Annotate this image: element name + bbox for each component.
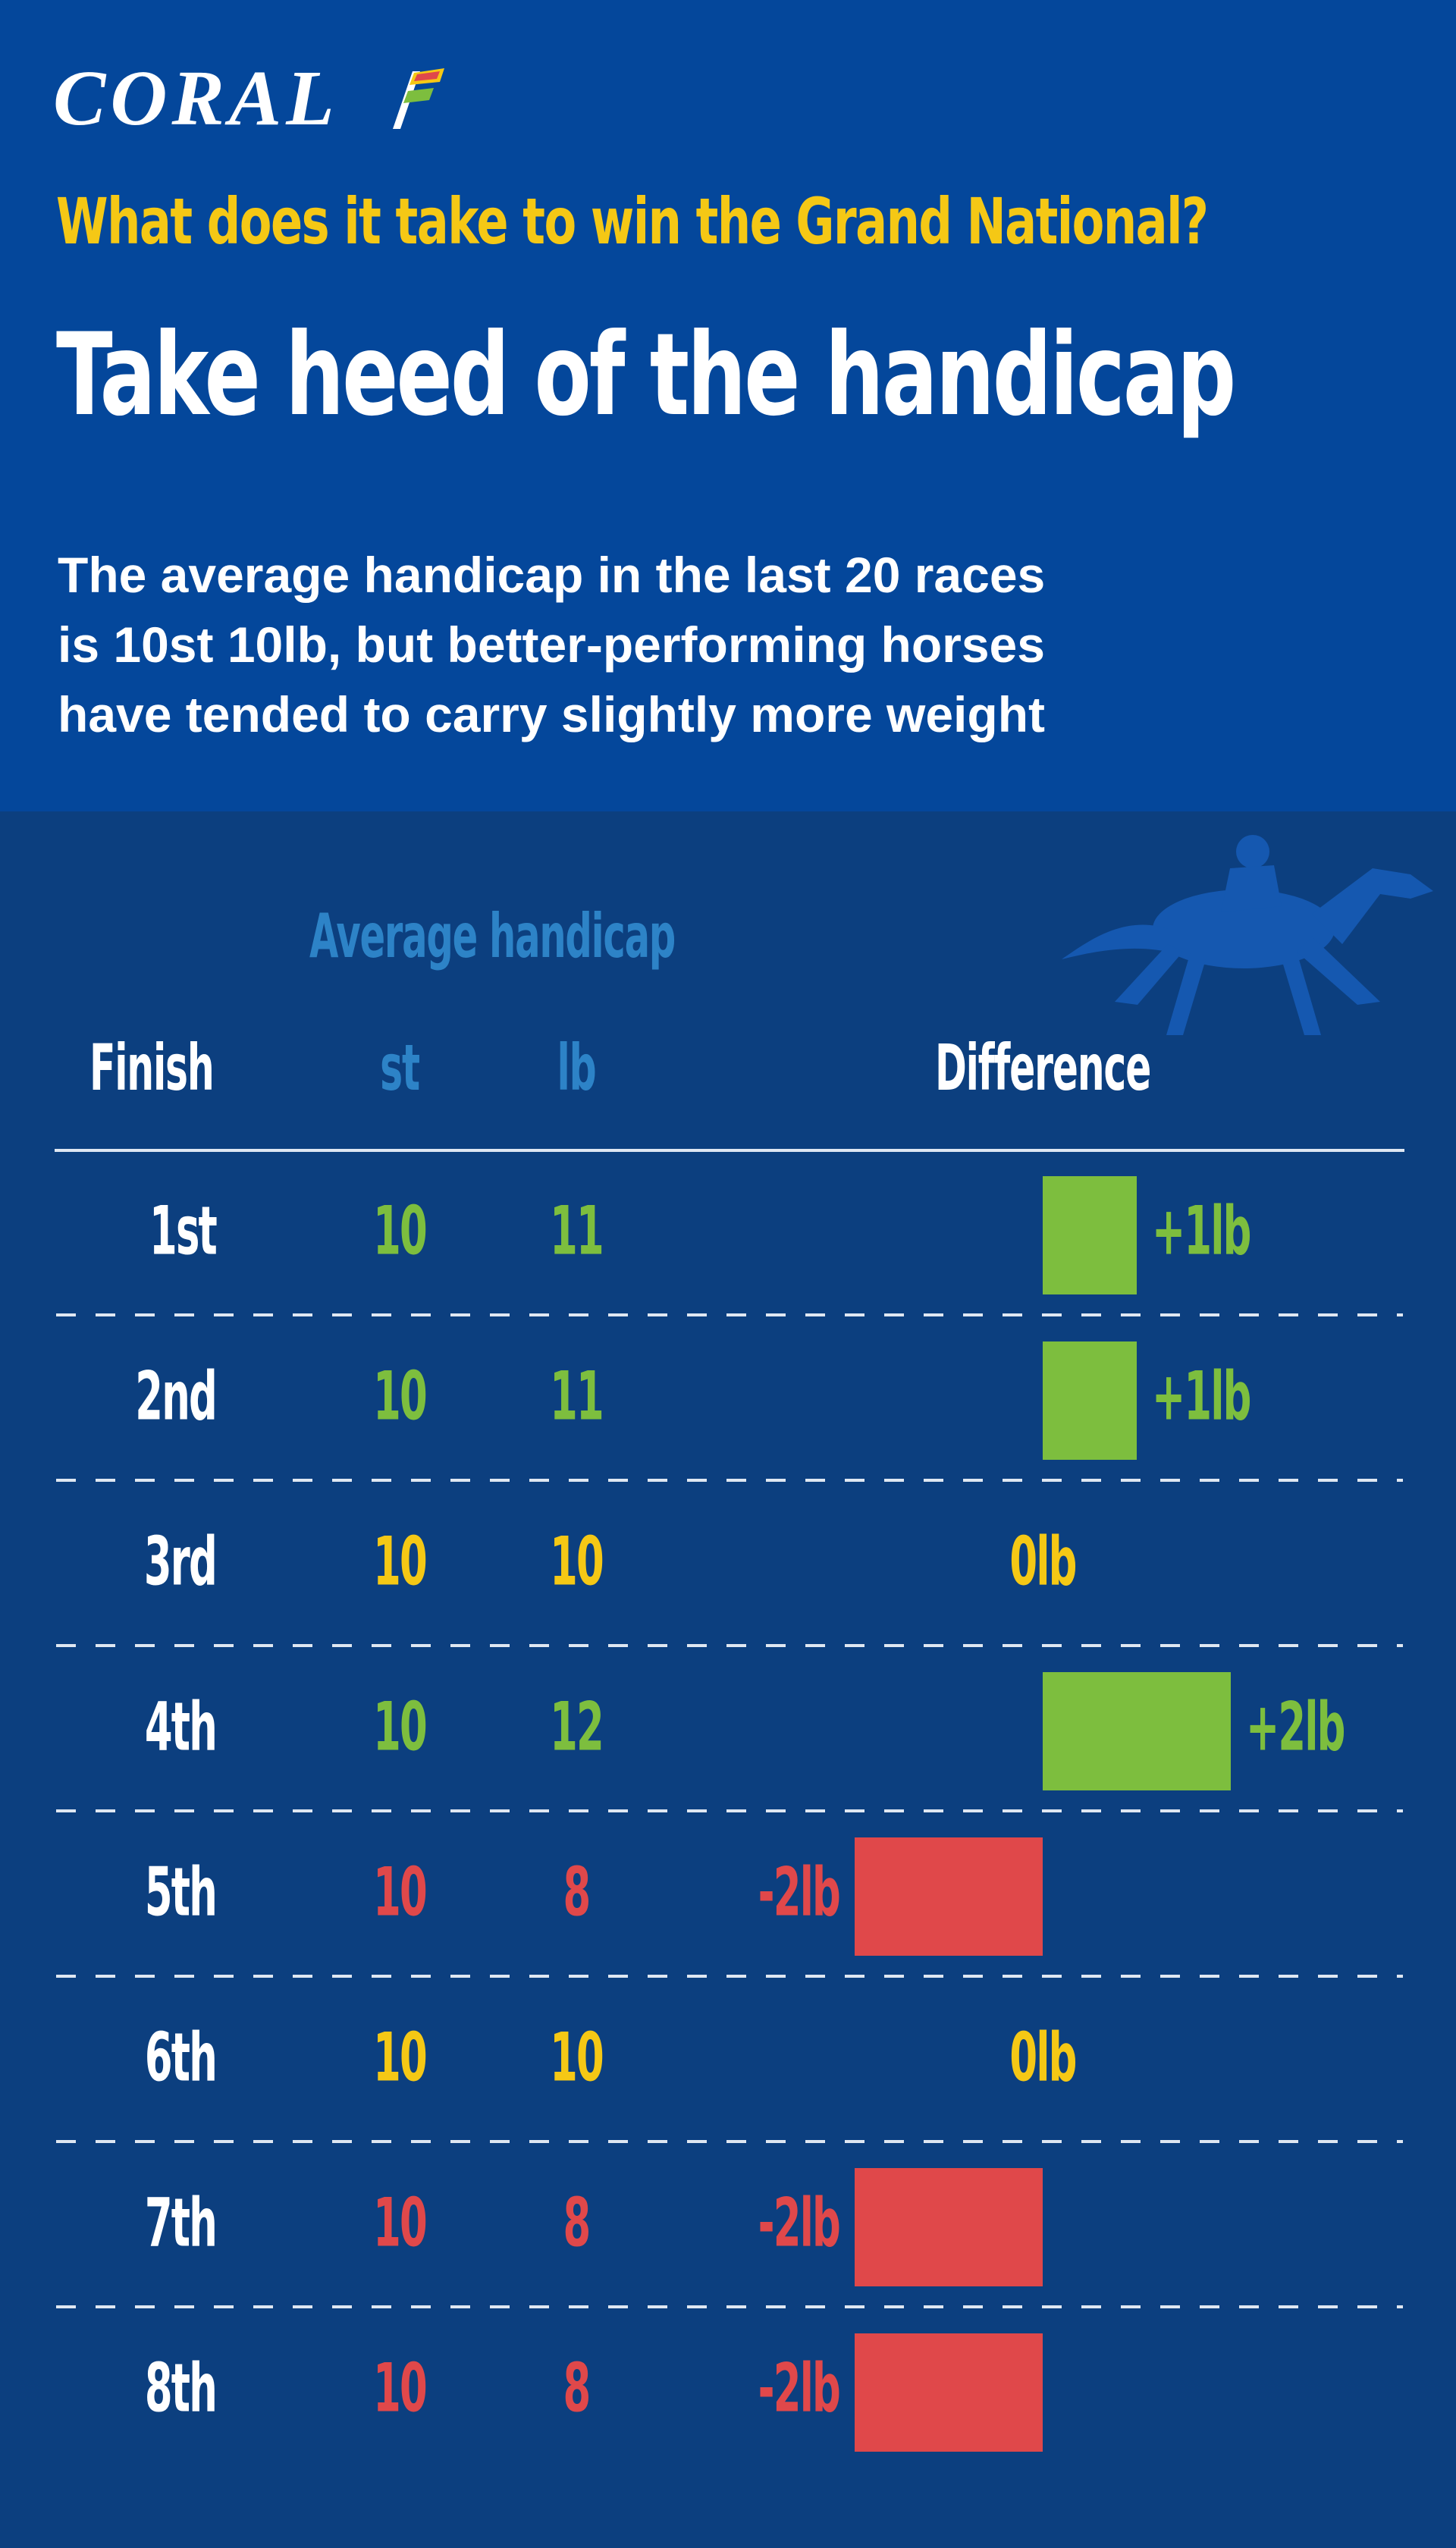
st-value: 10 [373, 1358, 426, 1436]
difference-label: -2lb [758, 1854, 839, 1931]
lb-value: 10 [550, 2019, 603, 2097]
st-value: 10 [373, 2019, 426, 2097]
average-handicap-label: Average handicap [309, 901, 676, 971]
page-title: Take heed of the handicap [56, 309, 1236, 441]
column-header-lb-label: lb [557, 1031, 597, 1105]
lb-value: 11 [550, 1193, 603, 1270]
finish-label: 4th [145, 1689, 216, 1766]
subtitle: The average handicap in the last 20 race… [58, 540, 1347, 749]
difference-label: 0lb [1009, 2019, 1075, 2097]
difference-bar [855, 1837, 1043, 1956]
header-panel: CORAL What does it take to win the Grand… [0, 0, 1456, 811]
finish-label: 7th [145, 2185, 216, 2262]
difference-label: -2lb [758, 2350, 839, 2427]
difference-bar [855, 2333, 1043, 2452]
st-value: 10 [373, 1689, 426, 1766]
st-value: 10 [373, 1523, 426, 1601]
coral-logo: CORAL [53, 55, 339, 142]
difference-bar [855, 2168, 1043, 2286]
subtitle-line: The average handicap in the last 20 race… [58, 547, 1046, 603]
racehorse-silhouette-icon [1062, 835, 1433, 1035]
finish-label: 5th [145, 1854, 216, 1931]
lb-value: 12 [550, 1689, 603, 1766]
difference-label: 0lb [1009, 1523, 1075, 1601]
subtitle-line: have tended to carry slightly more weigh… [58, 686, 1045, 742]
st-value: 10 [373, 2185, 426, 2262]
difference-bar [1043, 1341, 1137, 1460]
finish-label: 3rd [144, 1523, 216, 1601]
logo-flag-icon [393, 68, 444, 129]
finish-label: 2nd [135, 1358, 216, 1436]
difference-label: +1lb [1152, 1193, 1250, 1270]
lb-value: 11 [550, 1358, 603, 1436]
difference-bar [1043, 1672, 1231, 1790]
kicker-heading: What does it take to win the Grand Natio… [56, 184, 1209, 259]
difference-bar [1043, 1176, 1137, 1294]
lb-value: 10 [550, 1523, 603, 1601]
lb-value: 8 [563, 2350, 590, 2427]
difference-label: -2lb [758, 2185, 839, 2262]
lb-value: 8 [563, 2185, 590, 2262]
difference-label: +1lb [1152, 1358, 1250, 1436]
difference-label: +2lb [1246, 1689, 1345, 1766]
st-value: 10 [373, 1854, 426, 1931]
column-header-difference-label: Difference [934, 1031, 1151, 1105]
lb-value: 8 [563, 1854, 590, 1931]
column-header-st-label: st [380, 1031, 420, 1105]
finish-label: 6th [145, 2019, 216, 2097]
st-value: 10 [373, 2350, 426, 2427]
subtitle-line: is 10st 10lb, but better-performing hors… [58, 617, 1045, 673]
header-rule [55, 1149, 1404, 1152]
column-header-finish: Finish [89, 1031, 215, 1105]
st-value: 10 [373, 1193, 426, 1270]
finish-label: 8th [145, 2350, 216, 2427]
finish-label: 1st [149, 1193, 217, 1270]
